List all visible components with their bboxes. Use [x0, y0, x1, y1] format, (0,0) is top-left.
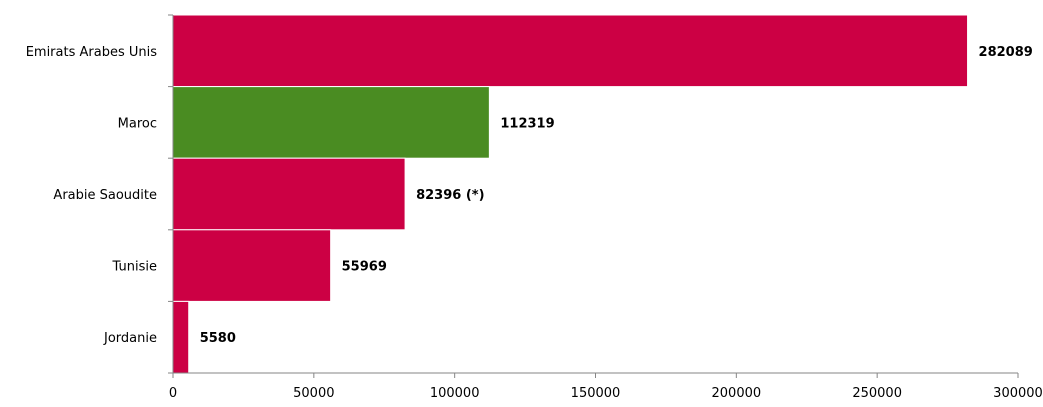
category-label: Arabie Saoudite: [53, 188, 157, 203]
data-label: 55969: [342, 260, 387, 275]
bars-layer: [172, 14, 969, 374]
x-tick-label: 100000: [430, 386, 480, 401]
category-label: Tunisie: [112, 260, 157, 275]
data-label: 5580: [200, 331, 236, 346]
bar-jordanie: [172, 300, 190, 374]
x-tick-label: 300000: [993, 386, 1043, 401]
bar-arabie-saoudite: [172, 157, 406, 231]
data-label: 82396 (*): [416, 188, 484, 203]
category-label: Emirats Arabes Unis: [26, 45, 158, 60]
category-label: Maroc: [118, 116, 157, 131]
x-tick-label: 50000: [293, 386, 334, 401]
data-labels-layer: 282089 112319 82396 (*) 55969 5580: [200, 45, 1033, 346]
category-labels-layer: Emirats Arabes Unis Maroc Arabie Saoudite T…: [26, 45, 158, 346]
x-tick-label: 250000: [852, 386, 902, 401]
category-label: Jordanie: [103, 331, 157, 346]
x-tick-label: 200000: [712, 386, 762, 401]
x-axis: 0 50000 100000 150000 200000 250000 300000: [168, 14, 1043, 401]
bar-tunisie: [172, 229, 332, 302]
data-label: 282089: [979, 45, 1033, 60]
bar-maroc: [172, 86, 490, 159]
x-tick-label: 0: [169, 386, 177, 401]
bar-emirats-arabes-unis: [172, 14, 969, 88]
x-tick-label: 150000: [571, 386, 621, 401]
data-label: 112319: [500, 116, 554, 131]
